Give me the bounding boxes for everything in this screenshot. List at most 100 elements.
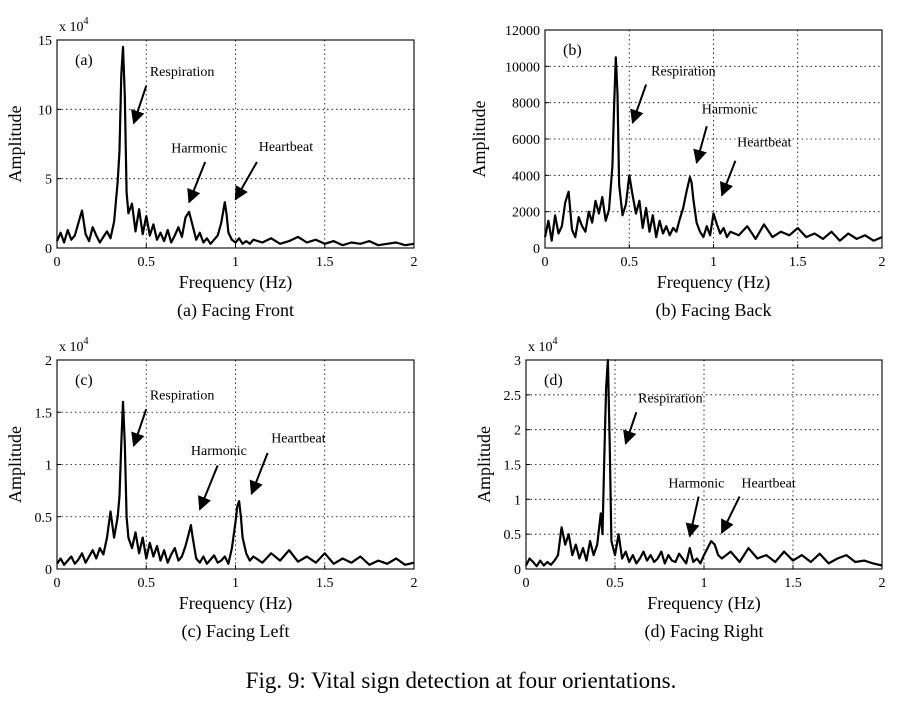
annotation-label: Harmonic — [191, 444, 247, 459]
annotation-label: Harmonic — [171, 141, 227, 156]
annotation-arrow — [131, 408, 148, 448]
x-tick-label: 0 — [54, 576, 61, 591]
x-tick-label: 2 — [879, 576, 886, 591]
y-multiplier-base: x 10 — [528, 340, 553, 355]
y-tick-label: 0.5 — [35, 511, 53, 526]
y-tick-label: 3 — [514, 354, 521, 369]
annotation-arrow — [187, 161, 207, 204]
series-line-1 — [55, 45, 415, 247]
annotation-arrow — [685, 496, 700, 538]
annotation-arrow — [198, 465, 219, 511]
x-tick-label: 1.5 — [316, 255, 334, 270]
annotation-arrow — [249, 452, 269, 496]
x-tick-label: 1 — [710, 255, 717, 270]
y-tick-label: 0 — [514, 563, 521, 578]
annotation-arrow — [234, 161, 258, 201]
x-axis-label: Frequency (Hz) — [657, 272, 770, 293]
x-axis-label: Frequency (Hz) — [647, 593, 760, 614]
y-tick-label: 15 — [38, 34, 52, 49]
y-multiplier-base: x 10 — [59, 340, 84, 355]
y-tick-label: 1 — [514, 493, 521, 508]
y-tick-label: 10000 — [505, 60, 540, 75]
chart-panel-4: 0 0.5 1 1.5 2 0 0.5 1 1.5 2 2.5 3 x 104 Frequency (Hz… — [474, 336, 886, 642]
y-tick-label: 10 — [38, 103, 52, 118]
y-multiplier: x 104 — [59, 16, 89, 35]
x-tick-label: 1 — [232, 255, 239, 270]
annotation-label: Heartbeat — [741, 476, 796, 491]
chart-panel-1: 0 0.5 1 1.5 2 0 5 10 15 x 104 Frequency (Hz) Amplit… — [5, 16, 418, 321]
y-axis-label: Amplitude — [469, 100, 489, 177]
x-axis-label: Frequency (Hz) — [179, 593, 292, 614]
x-tick-label: 2 — [411, 576, 418, 591]
y-tick-label: 6000 — [512, 133, 540, 148]
panel-caption: (c) Facing Left — [182, 621, 290, 642]
x-tick-label: 1 — [232, 576, 239, 591]
y-multiplier-exponent: 4 — [84, 336, 89, 347]
y-tick-label: 0.5 — [504, 528, 522, 543]
y-tick-label: 0 — [533, 242, 540, 257]
panel-tag: (b) — [563, 42, 582, 59]
y-tick-label: 1.5 — [504, 459, 522, 474]
y-tick-label: 2000 — [512, 206, 540, 221]
annotation-arrow — [623, 411, 638, 445]
annotation-arrow — [693, 126, 708, 164]
chart-panel-2: 0 0.5 1 1.5 2 0 2000 4000 6000 8000 10000 12000 Freq… — [469, 24, 886, 321]
y-tick-label: 2 — [45, 354, 52, 369]
panel-tag: (c) — [75, 372, 93, 389]
panel-tag: (d) — [544, 372, 563, 389]
panel-caption: (a) Facing Front — [177, 300, 294, 321]
annotation-arrow — [131, 85, 148, 125]
panel-caption: (b) Facing Back — [656, 300, 772, 321]
y-multiplier-base: x 10 — [59, 20, 84, 35]
y-tick-label: 2.5 — [504, 389, 522, 404]
y-tick-label: 1.5 — [35, 406, 53, 421]
x-tick-label: 0 — [54, 255, 61, 270]
annotation-arrow — [630, 84, 648, 124]
panel-caption: (d) Facing Right — [645, 621, 764, 642]
x-tick-label: 0.5 — [606, 576, 624, 591]
x-tick-label: 2 — [879, 255, 886, 270]
annotation-label: Heartbeat — [259, 140, 314, 155]
y-tick-label: 2 — [514, 424, 521, 439]
y-tick-label: 0 — [45, 242, 52, 257]
y-tick-label: 5 — [45, 173, 52, 188]
y-tick-label: 4000 — [512, 169, 540, 184]
annotation-label: Harmonic — [702, 103, 758, 118]
series-line-1 — [525, 358, 883, 568]
annotation-label: Respiration — [150, 389, 215, 404]
annotation-label: Heartbeat — [271, 432, 326, 447]
y-tick-label: 8000 — [512, 97, 540, 112]
y-multiplier: x 104 — [59, 336, 89, 355]
x-tick-label: 1.5 — [784, 576, 802, 591]
x-tick-label: 0 — [523, 576, 530, 591]
series-line-1 — [543, 56, 883, 242]
annotation-label: Respiration — [150, 65, 215, 80]
annotation-label: Respiration — [638, 391, 703, 406]
x-axis-label: Frequency (Hz) — [179, 272, 292, 293]
y-multiplier-exponent: 4 — [84, 16, 89, 27]
x-tick-label: 0 — [542, 255, 549, 270]
y-tick-label: 1 — [45, 459, 52, 474]
x-tick-label: 1.5 — [789, 255, 807, 270]
x-tick-label: 1 — [701, 576, 708, 591]
x-tick-label: 0.5 — [621, 255, 639, 270]
figure-caption: Fig. 9: Vital sign detection at four ori… — [246, 668, 677, 693]
y-axis-label: Amplitude — [5, 426, 25, 503]
annotation-arrow — [719, 160, 737, 197]
y-axis-label: Amplitude — [474, 426, 494, 503]
x-tick-label: 0.5 — [138, 576, 156, 591]
chart-panel-3: 0 0.5 1 1.5 2 0 0.5 1 1.5 2 x 104 Frequency (Hz) Amp… — [5, 336, 418, 642]
y-axis-label: Amplitude — [5, 105, 25, 182]
y-multiplier: x 104 — [528, 336, 558, 355]
annotation-label: Respiration — [651, 64, 716, 79]
y-multiplier-exponent: 4 — [553, 336, 558, 347]
panel-tag: (a) — [75, 52, 93, 69]
x-tick-label: 0.5 — [138, 255, 156, 270]
series-line-1 — [56, 400, 415, 566]
annotation-label: Harmonic — [668, 476, 724, 491]
y-tick-label: 12000 — [505, 24, 540, 39]
x-tick-label: 2 — [411, 255, 418, 270]
annotation-arrow — [720, 496, 741, 535]
